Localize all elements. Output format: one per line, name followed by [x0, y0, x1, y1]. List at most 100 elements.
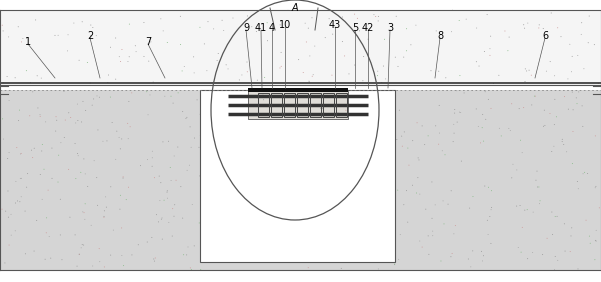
Point	[346, 149, 355, 154]
Point	[115, 147, 125, 151]
Point	[304, 26, 313, 30]
Point	[157, 217, 166, 221]
Point	[249, 119, 258, 124]
Point	[173, 91, 183, 95]
Point	[362, 213, 371, 218]
Point	[514, 106, 524, 111]
Point	[585, 234, 594, 238]
Point	[366, 246, 376, 251]
Point	[377, 80, 386, 85]
Point	[131, 49, 141, 54]
Point	[4, 98, 14, 103]
Point	[53, 180, 63, 184]
Point	[538, 26, 548, 31]
Point	[590, 186, 600, 190]
Point	[576, 32, 586, 37]
Point	[109, 228, 118, 232]
Point	[133, 243, 143, 247]
Point	[79, 157, 89, 161]
Bar	[323, 93, 334, 117]
Point	[379, 64, 388, 68]
Point	[253, 151, 263, 156]
Point	[264, 210, 274, 215]
Point	[212, 58, 222, 63]
Point	[542, 236, 552, 241]
Point	[258, 92, 268, 96]
Point	[145, 93, 155, 97]
Point	[377, 215, 387, 220]
Point	[370, 195, 379, 200]
Point	[566, 234, 576, 238]
Point	[240, 148, 249, 153]
Point	[471, 107, 481, 111]
Point	[549, 144, 559, 149]
Point	[560, 222, 569, 226]
Point	[79, 243, 88, 247]
Point	[7, 233, 16, 237]
Point	[578, 124, 588, 129]
Point	[257, 91, 266, 96]
Point	[448, 8, 457, 12]
Point	[549, 122, 559, 127]
Point	[162, 190, 172, 194]
Point	[343, 201, 352, 206]
Point	[258, 169, 268, 173]
Point	[548, 232, 557, 237]
Point	[275, 156, 284, 161]
Point	[100, 209, 109, 213]
Point	[114, 135, 124, 140]
Point	[341, 108, 351, 113]
Point	[188, 202, 197, 207]
Point	[245, 208, 254, 213]
Point	[579, 67, 589, 71]
Point	[391, 14, 401, 19]
Point	[454, 18, 464, 23]
Point	[515, 203, 525, 208]
Point	[232, 220, 242, 225]
Point	[71, 176, 81, 181]
Point	[442, 8, 451, 13]
Point	[63, 32, 73, 37]
Point	[516, 138, 525, 142]
Point	[64, 167, 73, 172]
Point	[81, 172, 90, 176]
Point	[148, 149, 157, 153]
Point	[560, 94, 569, 99]
Bar	[284, 93, 295, 117]
Point	[159, 198, 169, 202]
Point	[331, 99, 341, 103]
Point	[483, 232, 493, 237]
Point	[468, 194, 478, 199]
Point	[194, 145, 204, 149]
Point	[139, 54, 149, 59]
Point	[528, 210, 538, 214]
Point	[182, 253, 192, 257]
Point	[446, 254, 456, 259]
Point	[0, 137, 8, 141]
Point	[553, 258, 563, 263]
Point	[415, 239, 424, 243]
Point	[479, 139, 489, 143]
Point	[44, 234, 54, 239]
Point	[279, 219, 288, 224]
Point	[391, 55, 400, 60]
Point	[15, 199, 25, 204]
Point	[546, 11, 556, 15]
Point	[532, 169, 542, 173]
Point	[305, 80, 314, 84]
Point	[224, 132, 234, 136]
Point	[248, 169, 258, 173]
Point	[262, 21, 272, 25]
Point	[0, 116, 7, 121]
Point	[203, 19, 213, 24]
Point	[480, 49, 489, 54]
Point	[427, 180, 437, 184]
Point	[545, 59, 555, 64]
Point	[168, 206, 177, 211]
Point	[78, 19, 87, 24]
Point	[572, 101, 582, 106]
Point	[223, 202, 233, 206]
Point	[3, 189, 13, 193]
Point	[567, 161, 577, 166]
Point	[275, 205, 284, 210]
